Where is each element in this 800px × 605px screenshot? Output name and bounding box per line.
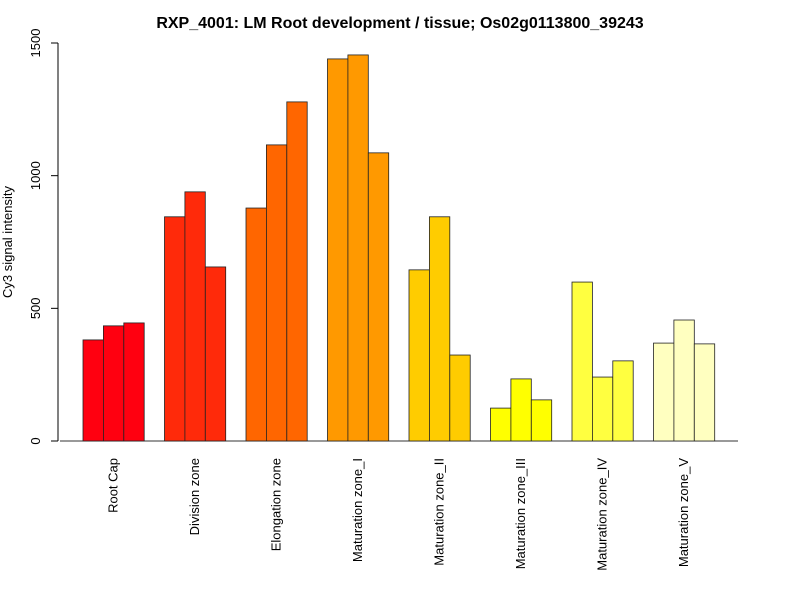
bar bbox=[367, 152, 390, 442]
chart-title: RXP_4001: LM Root development / tissue; … bbox=[156, 15, 643, 32]
bar bbox=[530, 399, 553, 442]
bar bbox=[184, 191, 206, 442]
x-tick-label: Elongation zone bbox=[269, 458, 284, 551]
bar bbox=[510, 378, 532, 442]
bar bbox=[673, 319, 695, 442]
y-tick-label: 1000 bbox=[28, 161, 43, 190]
bar bbox=[123, 322, 145, 442]
bar bbox=[245, 207, 267, 442]
y-tick-label: 1500 bbox=[28, 29, 43, 58]
x-tick-label: Maturation zone_I bbox=[350, 458, 365, 562]
bar bbox=[428, 216, 451, 442]
y-tick-label: 500 bbox=[28, 297, 43, 319]
bar bbox=[693, 343, 716, 442]
x-tick-label: Maturation zone_V bbox=[676, 458, 691, 567]
x-tick-label: Maturation zone_III bbox=[513, 458, 528, 569]
bar bbox=[82, 339, 104, 442]
bar bbox=[103, 325, 125, 442]
x-tick-label: Maturation zone_IV bbox=[595, 458, 610, 571]
bar bbox=[592, 376, 614, 442]
bar bbox=[265, 144, 288, 442]
bar bbox=[612, 360, 634, 442]
bar bbox=[204, 266, 227, 442]
y-axis-label: Cy3 signal intensity bbox=[0, 186, 15, 298]
bar bbox=[286, 101, 308, 442]
bar bbox=[347, 54, 369, 442]
bar bbox=[653, 342, 675, 442]
x-tick-label: Division zone bbox=[187, 458, 202, 535]
bar bbox=[408, 269, 430, 442]
bar bbox=[571, 281, 593, 442]
bar bbox=[164, 216, 186, 442]
bar bbox=[449, 354, 471, 442]
x-tick-label: Root Cap bbox=[106, 458, 121, 513]
bar bbox=[490, 407, 512, 442]
x-tick-label: Maturation zone_II bbox=[432, 458, 447, 566]
y-tick-label: 0 bbox=[28, 437, 43, 444]
bar bbox=[327, 58, 349, 442]
